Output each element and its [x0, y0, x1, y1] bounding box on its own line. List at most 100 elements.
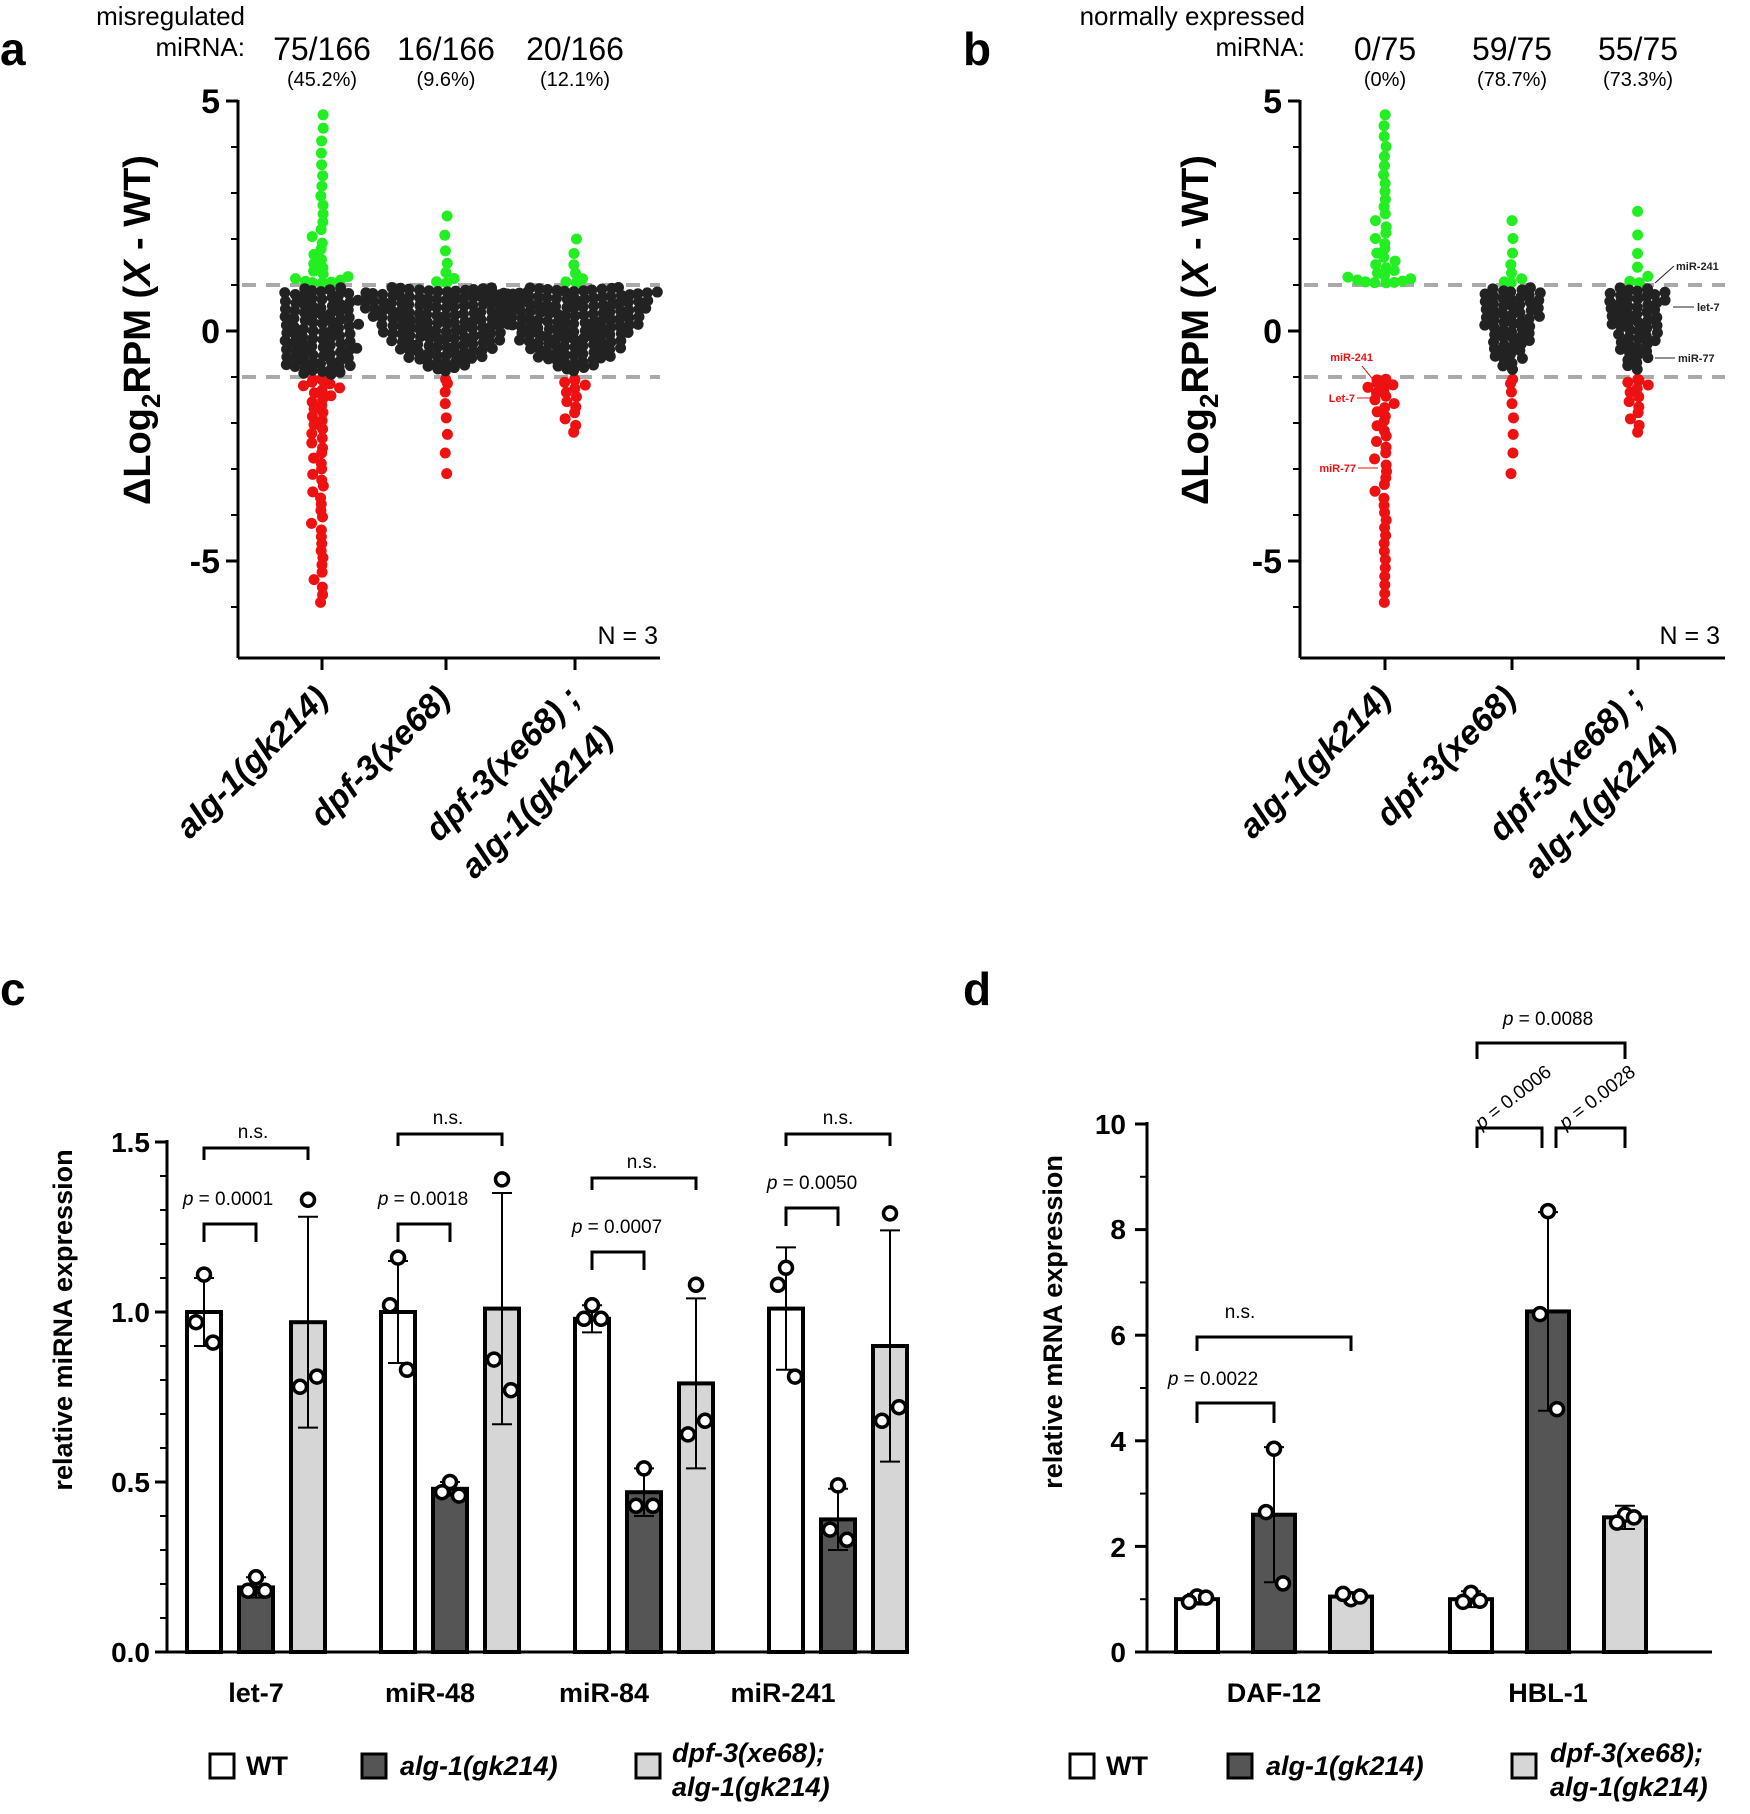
- significance-bracket: [784, 1132, 892, 1146]
- data-point: [432, 286, 444, 298]
- data-point: [624, 289, 636, 301]
- significance-bracket: [1195, 1335, 1353, 1351]
- data-point: [290, 273, 302, 285]
- data-point: [307, 325, 319, 337]
- replicate-point: [838, 1531, 856, 1549]
- data-point: [551, 284, 563, 296]
- data-point: [307, 486, 319, 498]
- data-point: [386, 305, 398, 317]
- data-point: [1507, 412, 1519, 424]
- data-point: [477, 283, 489, 295]
- replicate-point: [1197, 1589, 1215, 1606]
- data-point: [431, 309, 443, 321]
- data-point: [1506, 398, 1518, 410]
- panel-b-ytick-label-0: 0: [1263, 313, 1282, 351]
- data-point: [306, 437, 318, 449]
- replicate-point: [381, 1296, 399, 1314]
- panel-d-legend-double-line1: dpf-3(xe68);: [1550, 1738, 1703, 1768]
- replicate-point: [291, 1378, 309, 1396]
- data-point: [1623, 284, 1635, 296]
- data-point: [306, 410, 318, 422]
- data-point: [334, 382, 346, 394]
- bar: [431, 1486, 469, 1655]
- data-point: [1370, 259, 1382, 271]
- data-point: [1632, 205, 1644, 217]
- data-point: [568, 358, 580, 370]
- data-point: [306, 376, 318, 388]
- replicate-point: [1180, 1593, 1198, 1611]
- data-point: [431, 349, 443, 361]
- panel-b-annotation-let7-right: let-7: [1697, 302, 1720, 314]
- data-point: [441, 377, 453, 389]
- panel-b-y-axis-label: ΔLog2RPM (X - WT): [1175, 155, 1224, 505]
- data-point: [279, 303, 291, 315]
- panel-a: a misregulated miRNA: 75/166 16/166 20/1…: [0, 1, 663, 886]
- data-point: [569, 407, 581, 419]
- data-point: [1498, 324, 1510, 336]
- panel-d-letter: d: [963, 963, 991, 1015]
- data-point: [561, 396, 573, 408]
- data-point: [1369, 453, 1381, 465]
- data-point: [588, 300, 600, 312]
- data-point: [552, 324, 564, 336]
- panel-c-y-axis-label: relative miRNA expression: [48, 1149, 78, 1490]
- replicate-point: [398, 1361, 416, 1379]
- data-point: [532, 291, 544, 303]
- data-point: [507, 288, 519, 300]
- data-point: [307, 349, 319, 361]
- panel-d-pvalue-1: p = 0.0022: [1167, 1369, 1258, 1390]
- panel-d-legend-alg1-swatch: [1226, 1752, 1254, 1780]
- data-point: [579, 379, 591, 391]
- significance-bracket: [1475, 1041, 1627, 1059]
- data-point: [1369, 277, 1381, 289]
- data-point: [317, 208, 329, 220]
- data-point: [1387, 379, 1399, 391]
- panel-b-annotation-line-1: [1361, 365, 1376, 383]
- data-point: [306, 292, 318, 304]
- data-point: [1631, 301, 1643, 313]
- data-point: [458, 300, 470, 312]
- data-point: [1378, 545, 1390, 557]
- data-point: [1624, 324, 1636, 336]
- data-point: [307, 309, 319, 321]
- panel-b-letter: b: [963, 23, 991, 75]
- panel-d-legend-double-swatch: [1510, 1752, 1538, 1780]
- data-point: [1379, 562, 1391, 574]
- data-point: [440, 412, 452, 424]
- data-point: [317, 480, 329, 492]
- replicate-point: [821, 1521, 839, 1538]
- data-point: [559, 413, 571, 425]
- panel-c-ytick-label-0: 0.0: [111, 1637, 150, 1668]
- panel-c-ytick-label-05: 0.5: [111, 1467, 150, 1498]
- data-point: [315, 190, 327, 202]
- data-point: [457, 308, 469, 320]
- panel-d-pvalue-hbl-right: p = 0.0028: [1555, 1062, 1640, 1135]
- panel-d-ytick-label-6: 6: [1110, 1320, 1126, 1351]
- data-point: [1642, 379, 1654, 391]
- data-point: [306, 428, 318, 440]
- data-point: [317, 170, 329, 182]
- replicate-point: [247, 1568, 265, 1586]
- panel-c-category-let7: let-7: [228, 1678, 284, 1708]
- data-point: [316, 135, 328, 147]
- data-point: [1534, 287, 1546, 299]
- data-point: [306, 517, 318, 529]
- panel-d-y-ticks: [1135, 1122, 1147, 1654]
- replicate-point: [592, 1310, 610, 1328]
- data-point: [376, 288, 388, 300]
- data-point: [441, 210, 453, 222]
- data-point: [317, 326, 329, 338]
- data-point: [343, 288, 355, 300]
- data-point: [1532, 302, 1544, 314]
- data-point: [1379, 177, 1391, 189]
- data-point: [569, 382, 581, 394]
- replicate-point: [450, 1487, 468, 1504]
- data-point: [430, 301, 442, 313]
- data-point: [317, 122, 329, 134]
- data-point: [1488, 322, 1500, 334]
- data-point: [299, 299, 311, 311]
- data-point: [1624, 386, 1636, 398]
- data-point: [281, 351, 293, 363]
- data-point: [439, 386, 451, 398]
- data-point: [524, 282, 536, 294]
